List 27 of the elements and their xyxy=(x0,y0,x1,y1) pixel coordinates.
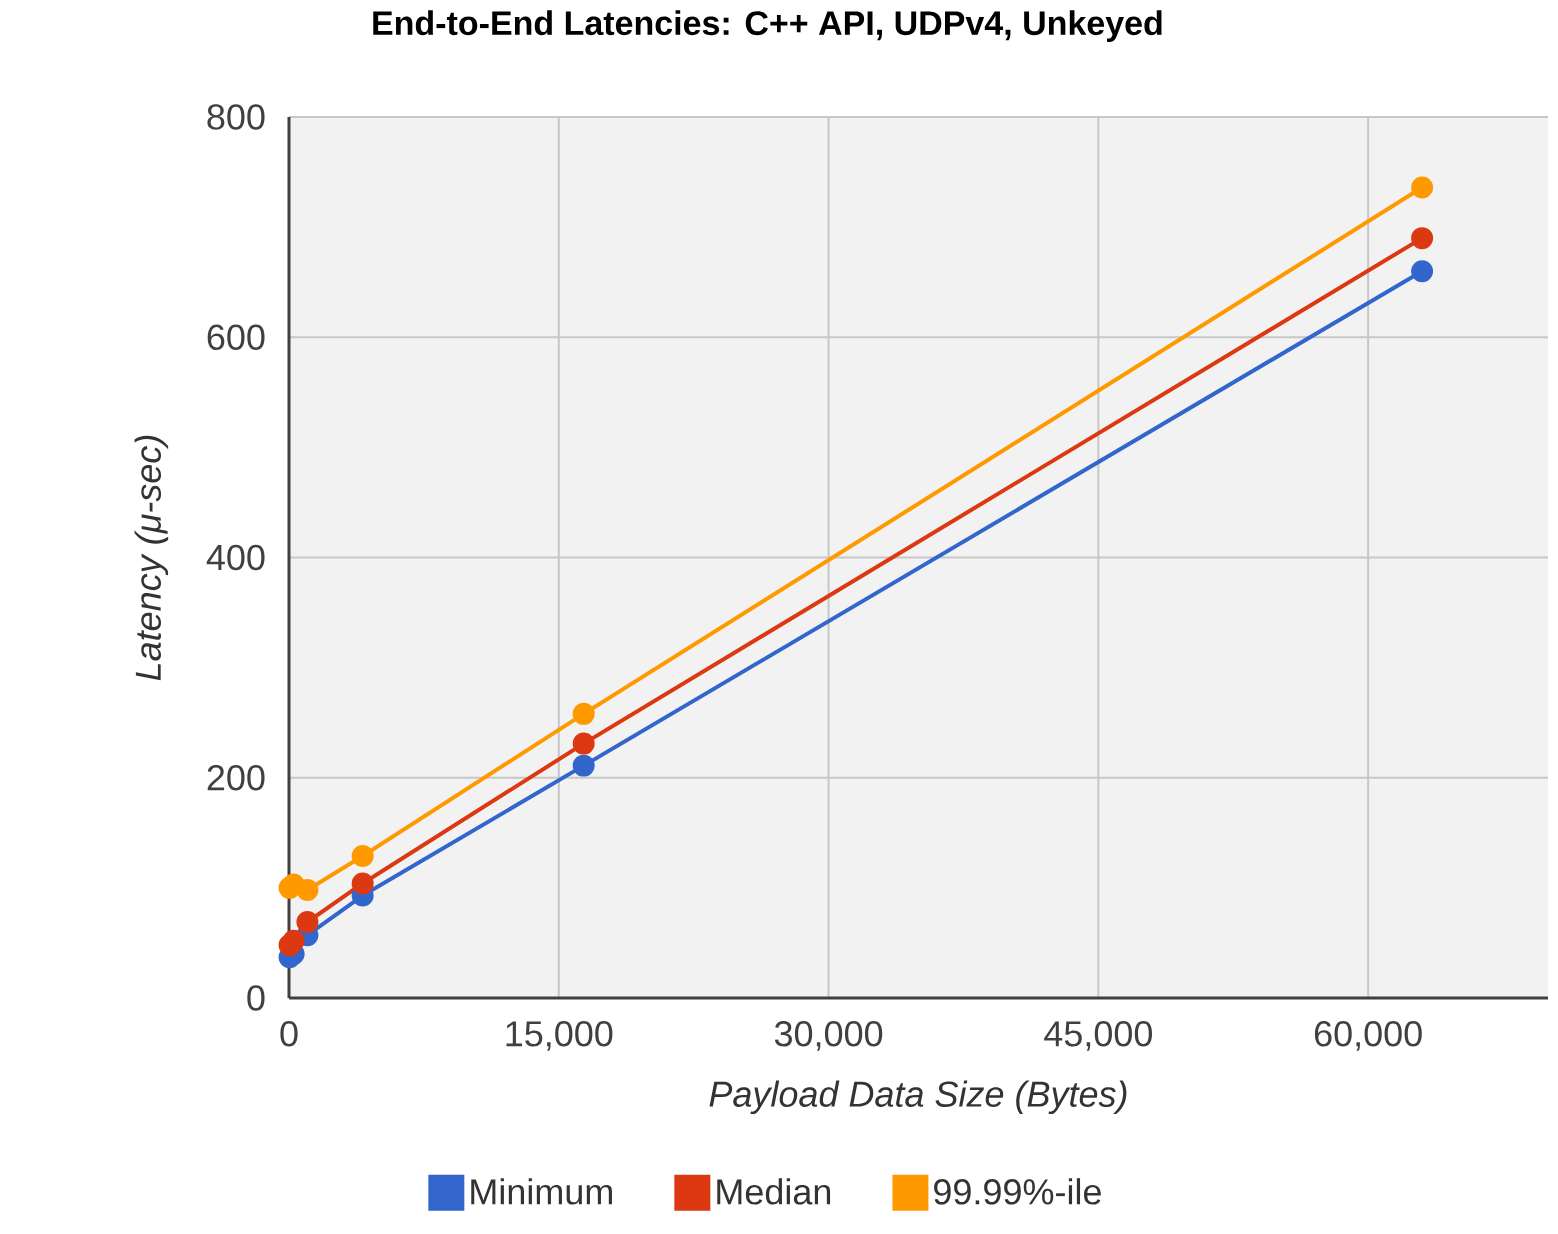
point xyxy=(351,844,374,867)
point xyxy=(282,929,305,952)
x-tick-label: 30,000 xyxy=(774,1021,883,1051)
legend-label: Median xyxy=(717,1178,831,1205)
point xyxy=(1411,227,1434,250)
legend-label: 99.99%-ile xyxy=(934,1178,1101,1205)
point xyxy=(296,879,319,902)
y-tick-label: 800 xyxy=(207,104,265,130)
x-tick-label: 0 xyxy=(280,1021,298,1047)
y-axis-title: Latency (μ-sec) xyxy=(134,435,169,681)
point xyxy=(296,911,319,933)
x-tick-label: 45,000 xyxy=(1044,1021,1153,1051)
y-tick-label: 0 xyxy=(247,985,265,1011)
x-tick-label: 60,000 xyxy=(1314,1021,1422,1051)
point xyxy=(1411,260,1434,283)
x-tick-label: 15,000 xyxy=(506,1021,613,1051)
y-tick-label: 600 xyxy=(207,324,265,350)
point xyxy=(572,754,595,777)
chart-title: End-to-End Latencies: C++ API, UDPv4, Unkeyed xyxy=(373,10,1162,42)
legend-label: Minimum xyxy=(471,1178,612,1205)
y-tick-label: 200 xyxy=(207,764,265,791)
point xyxy=(1411,176,1434,199)
x-axis-title: Payload Data Size (Bytes) xyxy=(709,1080,1127,1115)
point xyxy=(351,872,374,895)
y-tick-label: 400 xyxy=(206,544,265,571)
point xyxy=(572,702,595,725)
point xyxy=(572,732,595,755)
